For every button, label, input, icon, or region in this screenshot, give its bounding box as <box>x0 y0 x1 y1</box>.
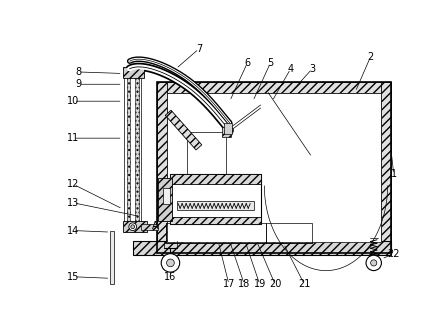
Circle shape <box>161 254 180 272</box>
Bar <box>123 67 144 78</box>
Text: 3: 3 <box>309 64 315 74</box>
Text: 22: 22 <box>388 249 400 259</box>
Bar <box>123 221 148 232</box>
Text: A: A <box>152 221 158 231</box>
Bar <box>381 82 392 253</box>
Text: 17: 17 <box>223 280 235 289</box>
Bar <box>156 242 392 253</box>
Text: 13: 13 <box>67 198 80 208</box>
Circle shape <box>167 259 174 267</box>
Text: 10: 10 <box>67 96 80 106</box>
Bar <box>222 127 231 137</box>
Bar <box>166 223 266 243</box>
Bar <box>266 223 312 243</box>
Bar <box>224 123 232 134</box>
Text: 5: 5 <box>268 58 274 68</box>
Bar <box>127 77 130 221</box>
Polygon shape <box>165 110 202 150</box>
Text: 1: 1 <box>391 169 397 179</box>
Circle shape <box>131 225 135 229</box>
Text: 11: 11 <box>67 133 80 143</box>
Bar <box>158 178 172 220</box>
Text: 8: 8 <box>75 67 81 77</box>
Bar <box>163 188 171 204</box>
Text: 9: 9 <box>75 79 81 89</box>
Text: 18: 18 <box>238 280 250 289</box>
Bar <box>141 224 158 230</box>
Bar <box>171 174 261 183</box>
Text: 20: 20 <box>269 280 281 289</box>
Text: 21: 21 <box>298 280 311 289</box>
Bar <box>171 217 261 224</box>
Bar <box>167 93 381 242</box>
Text: 19: 19 <box>254 280 266 289</box>
Bar <box>177 201 253 210</box>
Bar <box>135 77 139 221</box>
Text: 2: 2 <box>368 51 374 61</box>
Text: 16: 16 <box>164 272 177 282</box>
Text: 14: 14 <box>67 226 80 236</box>
Circle shape <box>371 260 377 266</box>
Bar <box>110 231 114 284</box>
Bar <box>156 82 392 93</box>
Bar <box>133 241 392 255</box>
Bar <box>171 174 261 224</box>
Circle shape <box>129 223 136 231</box>
Bar <box>266 223 312 243</box>
Text: 15: 15 <box>67 272 80 282</box>
Circle shape <box>366 255 381 271</box>
Text: 7: 7 <box>196 44 202 54</box>
Text: 4: 4 <box>288 64 294 74</box>
Text: 12: 12 <box>67 180 80 189</box>
Bar <box>166 223 266 243</box>
Bar <box>156 82 392 253</box>
Text: 6: 6 <box>245 58 250 68</box>
Bar <box>156 82 167 253</box>
